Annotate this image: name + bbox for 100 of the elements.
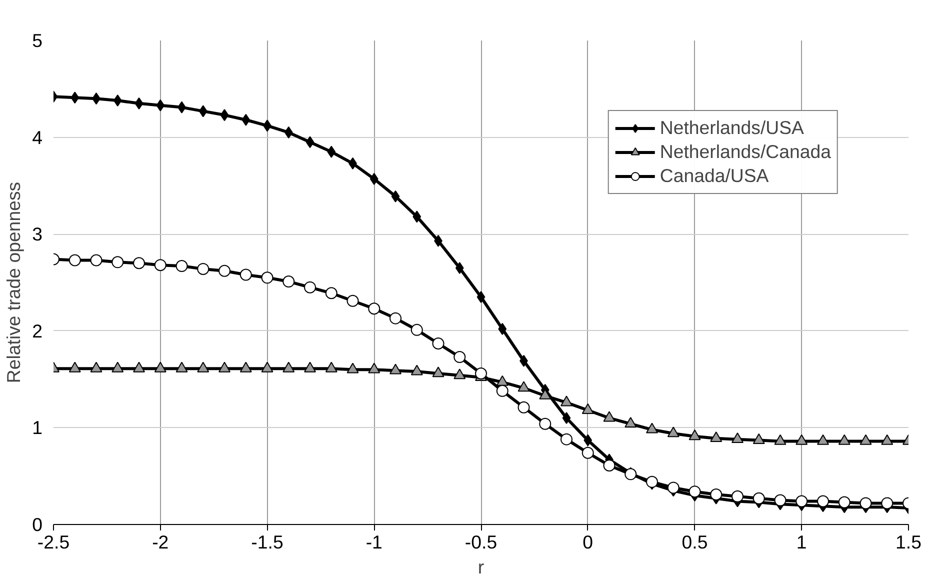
point xyxy=(562,412,571,424)
point xyxy=(476,291,486,304)
point xyxy=(496,384,508,397)
point xyxy=(391,190,400,202)
point xyxy=(112,362,124,372)
point xyxy=(90,254,102,266)
point xyxy=(325,362,338,372)
point xyxy=(90,362,102,372)
point xyxy=(838,434,850,445)
y-tick-label: 2 xyxy=(32,320,43,342)
x-tick-label: 0 xyxy=(582,532,594,552)
point xyxy=(304,362,316,372)
point xyxy=(154,259,166,272)
point xyxy=(475,368,487,380)
point xyxy=(454,368,466,380)
point xyxy=(582,446,594,459)
point xyxy=(154,362,166,372)
point xyxy=(455,262,464,274)
point xyxy=(327,146,336,158)
x-axis-title: r xyxy=(478,556,484,578)
point xyxy=(390,364,402,374)
point xyxy=(368,302,380,315)
point xyxy=(560,396,572,406)
point xyxy=(774,434,786,445)
point xyxy=(410,364,423,376)
point xyxy=(710,431,722,442)
point xyxy=(156,99,165,112)
x-tick-label: -0.5 xyxy=(464,532,498,552)
y-axis-title: Relative trade openness xyxy=(3,182,24,384)
y-tick-label: 4 xyxy=(32,126,43,148)
y-tick-label: 5 xyxy=(32,30,43,51)
point xyxy=(432,366,444,378)
point xyxy=(284,126,293,138)
point xyxy=(817,434,829,445)
point xyxy=(817,495,829,508)
point xyxy=(242,114,250,126)
y-tick-label: 3 xyxy=(32,224,43,245)
point xyxy=(774,494,786,506)
point xyxy=(752,433,765,444)
point xyxy=(796,495,808,508)
point xyxy=(732,432,744,443)
legend-label: Netherlands/Canada xyxy=(660,141,831,163)
point xyxy=(261,362,274,372)
point xyxy=(134,97,144,110)
point xyxy=(68,254,81,266)
point xyxy=(667,426,680,438)
point xyxy=(881,497,894,510)
point xyxy=(732,490,744,502)
point xyxy=(603,411,616,422)
point xyxy=(796,434,808,445)
point xyxy=(70,92,80,104)
point xyxy=(881,434,894,445)
point xyxy=(539,418,552,430)
legend-label: Netherlands/USA xyxy=(660,117,804,139)
x-tick-label: -1 xyxy=(366,532,382,552)
point xyxy=(688,430,701,440)
point xyxy=(560,433,572,446)
point xyxy=(218,362,230,372)
point xyxy=(860,497,872,510)
x-tick-label: -1.5 xyxy=(251,532,284,552)
point xyxy=(390,312,402,324)
point xyxy=(304,281,316,294)
point xyxy=(582,403,594,414)
point xyxy=(325,287,338,300)
point xyxy=(496,375,508,386)
point xyxy=(240,268,252,281)
point xyxy=(838,496,850,508)
point xyxy=(346,362,359,374)
point xyxy=(133,257,145,270)
x-tick-label: 1.5 xyxy=(896,532,922,552)
x-tick-label: 0.5 xyxy=(682,532,708,552)
point xyxy=(667,482,680,494)
point xyxy=(454,351,466,364)
point xyxy=(133,362,145,372)
point xyxy=(410,324,423,336)
point xyxy=(646,422,658,434)
point xyxy=(584,434,592,446)
point xyxy=(282,276,295,288)
point xyxy=(198,105,208,118)
point xyxy=(603,459,616,472)
legend-label: Canada/USA xyxy=(660,165,769,187)
point xyxy=(518,381,530,392)
x-tick-label: -2 xyxy=(152,532,169,552)
point xyxy=(412,210,422,223)
point xyxy=(197,362,210,372)
point xyxy=(624,416,637,428)
point xyxy=(710,488,722,500)
point xyxy=(688,486,701,498)
point xyxy=(432,337,444,350)
point xyxy=(368,362,380,374)
point xyxy=(346,294,359,307)
point xyxy=(518,401,530,414)
y-tick-label: 1 xyxy=(32,417,43,438)
point xyxy=(860,434,872,445)
point xyxy=(68,362,81,372)
point xyxy=(282,362,295,372)
point xyxy=(112,256,124,268)
point xyxy=(220,109,229,122)
point xyxy=(261,272,274,284)
point xyxy=(176,362,188,372)
